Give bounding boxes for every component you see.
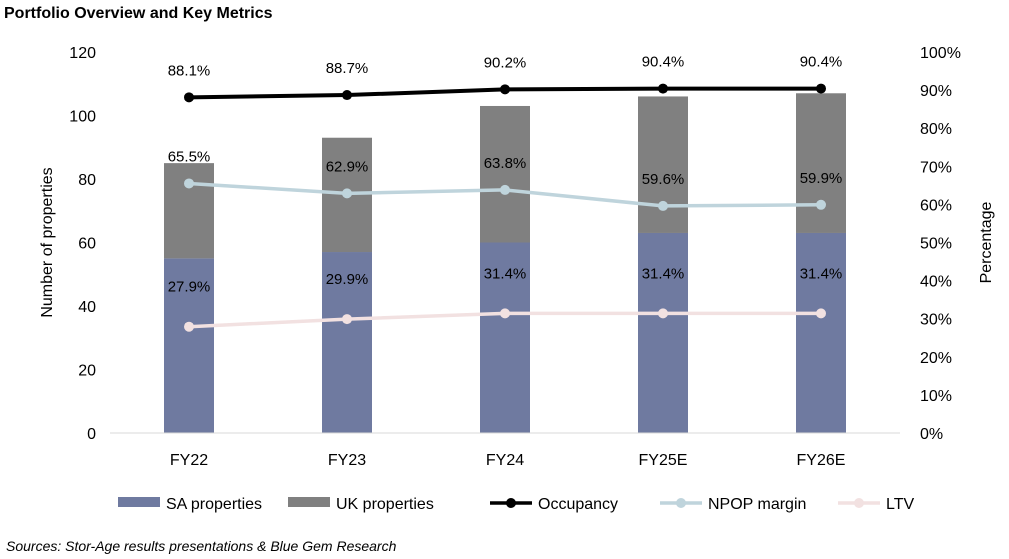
y-left-tick-60: 60 bbox=[78, 236, 96, 253]
point-occupancy-fy25e bbox=[658, 83, 668, 94]
legend-label-ltv: LTV bbox=[886, 496, 914, 513]
data-label-ltv-fy25e: 31.4% bbox=[642, 265, 685, 282]
source-note: Sources: Stor-Age results presentations … bbox=[6, 538, 397, 554]
data-label-ltv-fy22: 27.9% bbox=[168, 279, 211, 296]
legend-label-occupancy: Occupancy bbox=[538, 496, 618, 513]
point-npop-margin-fy26e bbox=[816, 199, 826, 210]
bar-layer bbox=[164, 93, 846, 433]
point-occupancy-fy23 bbox=[342, 90, 352, 101]
data-label-npop-margin-fy22: 65.5% bbox=[168, 148, 211, 165]
data-label-ltv-fy24: 31.4% bbox=[484, 265, 527, 282]
y-left-tick-20: 20 bbox=[78, 363, 96, 380]
y-left-axis-title: Number of properties bbox=[39, 167, 56, 317]
point-npop-margin-fy23 bbox=[342, 188, 352, 199]
y-right-tick-0: 0% bbox=[920, 426, 943, 443]
data-label-npop-margin-fy26e: 59.9% bbox=[800, 170, 843, 187]
data-label-occupancy-fy22: 88.1% bbox=[168, 62, 211, 79]
axis-layer: 0 20 40 60 80 100 120 0% 10% 20% 30% 40% 50% 60% 70% 80… bbox=[39, 45, 995, 469]
legend-marker-npop-margin bbox=[676, 498, 686, 508]
y-right-tick-90: 90% bbox=[920, 83, 952, 100]
point-occupancy-fy26e bbox=[816, 83, 826, 94]
y-right-tick-20: 20% bbox=[920, 350, 952, 367]
bar-sa-properties-fy23 bbox=[322, 252, 372, 433]
bar-uk-properties-fy22 bbox=[164, 163, 214, 259]
y-right-tick-80: 80% bbox=[920, 121, 952, 138]
y-left-tick-100: 100 bbox=[69, 109, 96, 126]
legend-swatch-uk-properties bbox=[288, 497, 330, 507]
y-right-tick-30: 30% bbox=[920, 312, 952, 329]
chart-title: Portfolio Overview and Key Metrics bbox=[4, 5, 273, 22]
y-left-tick-0: 0 bbox=[87, 426, 96, 443]
point-npop-margin-fy24 bbox=[500, 184, 510, 195]
y-right-tick-10: 10% bbox=[920, 388, 952, 405]
bar-sa-properties-fy22 bbox=[164, 258, 214, 433]
data-label-occupancy-fy24: 90.2% bbox=[484, 54, 527, 71]
y-left-tick-40: 40 bbox=[78, 299, 96, 316]
point-ltv-fy25e bbox=[658, 308, 668, 319]
x-tick-fy22: FY22 bbox=[170, 452, 208, 469]
x-tick-fy23: FY23 bbox=[328, 452, 366, 469]
data-label-occupancy-fy23: 88.7% bbox=[326, 60, 369, 77]
point-ltv-fy22 bbox=[184, 321, 194, 332]
point-occupancy-fy24 bbox=[500, 84, 510, 95]
x-tick-fy26e: FY26E bbox=[797, 452, 846, 469]
y-right-tick-50: 50% bbox=[920, 236, 952, 253]
legend: SA properties UK properties Occupancy NPOP … bbox=[118, 496, 914, 513]
x-tick-fy25e: FY25E bbox=[639, 452, 688, 469]
point-occupancy-fy22 bbox=[184, 92, 194, 103]
legend-label-sa-properties: SA properties bbox=[166, 496, 262, 513]
data-label-ltv-fy26e: 31.4% bbox=[800, 265, 843, 282]
bar-uk-properties-fy26e bbox=[796, 93, 846, 233]
point-ltv-fy23 bbox=[342, 314, 352, 325]
bar-sa-properties-fy26e bbox=[796, 232, 846, 433]
bar-sa-properties-fy24 bbox=[480, 242, 530, 433]
y-left-tick-120: 120 bbox=[69, 45, 96, 62]
y-right-tick-40: 40% bbox=[920, 274, 952, 291]
legend-label-npop-margin: NPOP margin bbox=[708, 496, 806, 513]
data-label-occupancy-fy25e: 90.4% bbox=[642, 54, 685, 71]
data-label-npop-margin-fy23: 62.9% bbox=[326, 158, 369, 175]
data-label-npop-margin-fy25e: 59.6% bbox=[642, 171, 685, 188]
y-right-tick-70: 70% bbox=[920, 159, 952, 176]
point-ltv-fy26e bbox=[816, 308, 826, 319]
legend-marker-ltv bbox=[854, 498, 864, 508]
data-label-occupancy-fy26e: 90.4% bbox=[800, 54, 843, 71]
data-label-npop-margin-fy24: 63.8% bbox=[484, 155, 527, 172]
bar-uk-properties-fy24 bbox=[480, 105, 530, 243]
y-right-axis-title: Percentage bbox=[978, 201, 995, 283]
point-npop-margin-fy22 bbox=[184, 178, 194, 189]
data-label-ltv-fy23: 29.9% bbox=[326, 271, 369, 288]
bar-sa-properties-fy25e bbox=[638, 232, 688, 433]
legend-label-uk-properties: UK properties bbox=[336, 496, 434, 513]
line-layer: 88.1% 88.7% 90.2% 90.4% 90.4% 65.5% 62.9% 63.8%… bbox=[168, 54, 843, 332]
y-right-tick-100: 100% bbox=[920, 45, 961, 62]
legend-marker-occupancy bbox=[506, 498, 516, 508]
x-tick-fy24: FY24 bbox=[486, 452, 524, 469]
point-ltv-fy24 bbox=[500, 308, 510, 319]
legend-swatch-sa-properties bbox=[118, 497, 160, 507]
y-right-tick-60: 60% bbox=[920, 197, 952, 214]
y-left-tick-80: 80 bbox=[78, 172, 96, 189]
point-npop-margin-fy25e bbox=[658, 200, 668, 211]
bar-uk-properties-fy25e bbox=[638, 96, 688, 233]
